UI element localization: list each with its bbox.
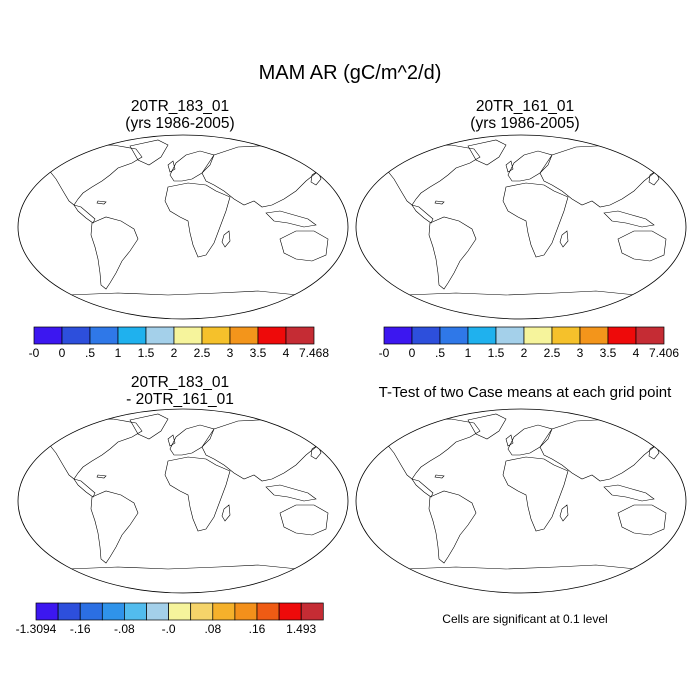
colorbar-box bbox=[234, 602, 258, 621]
panel2-map bbox=[355, 134, 687, 320]
colorbar-tick-label: 1.493 bbox=[286, 622, 316, 636]
colorbar-tick-label: 7.406 bbox=[649, 346, 679, 360]
colorbar-tick-label: -0 bbox=[379, 346, 390, 360]
colorbar-tick-label: 1.5 bbox=[138, 346, 155, 360]
colorbar-box bbox=[229, 326, 259, 345]
colorbar-box bbox=[257, 326, 287, 345]
colorbar-panel2: -0 0 .5 1 1.5 2 2.5 3 3.5 4 7.406 bbox=[379, 326, 679, 360]
panel3-title-line1: 20TR_183_01 bbox=[130, 374, 230, 391]
panel1-title: 20TR_183_01 (yrs 1986-2005) bbox=[20, 98, 340, 132]
colorbar-box bbox=[201, 326, 231, 345]
colorbar-box bbox=[212, 602, 236, 621]
panel4-map bbox=[355, 408, 687, 594]
colorbar-box bbox=[256, 602, 280, 621]
colorbar-tick-label: 3 bbox=[577, 346, 584, 360]
colorbar-tick-label: -0 bbox=[29, 346, 40, 360]
colorbar-box bbox=[551, 326, 581, 345]
colorbar-tick-label: 0 bbox=[59, 346, 66, 360]
colorbar-tick-label: 0 bbox=[409, 346, 416, 360]
colorbar-tick-label: -.08 bbox=[114, 622, 135, 636]
colorbar-panel1: -0 0 .5 1 1.5 2 2.5 3 3.5 4 7.468 bbox=[29, 326, 329, 360]
colorbar-tick-label: 2 bbox=[171, 346, 178, 360]
colorbar-box bbox=[579, 326, 609, 345]
colorbar-box bbox=[168, 602, 192, 621]
panel3-title-line2: - 20TR_161_01 bbox=[126, 391, 234, 408]
colorbar-panel3: -1.3094 -.16 -.08 -.0 .08 .16 1.493 bbox=[16, 602, 324, 636]
colorbar-tick-label: 7.468 bbox=[299, 346, 329, 360]
colorbar-tick-label: .5 bbox=[85, 346, 95, 360]
colorbar-tick-label: 2 bbox=[521, 346, 528, 360]
colorbar-box bbox=[33, 326, 63, 345]
colorbar-tick-label: -1.3094 bbox=[16, 622, 57, 636]
colorbar-tick-label: 1.5 bbox=[488, 346, 505, 360]
panel1-title-line1: 20TR_183_01 bbox=[130, 98, 230, 115]
colorbar-box bbox=[124, 602, 147, 621]
colorbar-tick-label: .08 bbox=[204, 622, 221, 636]
colorbar-box bbox=[57, 602, 81, 621]
colorbar-box bbox=[101, 602, 125, 621]
colorbar-box bbox=[190, 602, 214, 621]
colorbar-box bbox=[61, 326, 91, 345]
colorbar-box bbox=[523, 326, 553, 345]
significance-note: Cells are significant at 0.1 level bbox=[442, 612, 608, 626]
colorbar-tick-label: 3.5 bbox=[250, 346, 267, 360]
panel2-title-line1: 20TR_161_01 bbox=[475, 98, 575, 115]
colorbar-tick-label: 1 bbox=[465, 346, 472, 360]
colorbar-tick-label: 1 bbox=[115, 346, 122, 360]
colorbar-box bbox=[79, 602, 103, 621]
colorbar-tick-label: 4 bbox=[633, 346, 640, 360]
colorbar-box bbox=[411, 326, 441, 345]
panel3-map bbox=[17, 408, 349, 594]
colorbar-tick-label: 2.5 bbox=[194, 346, 211, 360]
colorbar-box bbox=[383, 326, 413, 345]
colorbar-box bbox=[278, 602, 302, 621]
colorbar-box bbox=[607, 326, 637, 345]
panel1-map bbox=[17, 134, 349, 320]
figure-title: MAM AR (gC/m^2/d) bbox=[258, 62, 442, 84]
colorbar-box bbox=[439, 326, 469, 345]
colorbar-box bbox=[467, 326, 497, 345]
panel4-title: T-Test of two Case means at each grid po… bbox=[378, 384, 672, 401]
colorbar-box bbox=[285, 326, 315, 345]
colorbar-box bbox=[146, 602, 169, 621]
panel2-title: 20TR_161_01 (yrs 1986-2005) bbox=[365, 98, 685, 132]
panel3-title: 20TR_183_01 - 20TR_161_01 bbox=[20, 374, 340, 408]
panel2-title-line2: (yrs 1986-2005) bbox=[470, 115, 580, 132]
colorbar-box bbox=[635, 326, 665, 345]
colorbar-tick-label: 3.5 bbox=[600, 346, 617, 360]
colorbar-box bbox=[89, 326, 119, 345]
colorbar-tick-label: 3 bbox=[227, 346, 234, 360]
colorbar-tick-label: -.0 bbox=[162, 622, 176, 636]
colorbar-tick-label: -.16 bbox=[70, 622, 91, 636]
colorbar-box bbox=[300, 602, 324, 621]
panel1-title-line2: (yrs 1986-2005) bbox=[125, 115, 235, 132]
colorbar-tick-label: 4 bbox=[283, 346, 290, 360]
colorbar-tick-label: .16 bbox=[249, 622, 266, 636]
colorbar-box bbox=[495, 326, 525, 345]
colorbar-tick-label: .5 bbox=[435, 346, 445, 360]
colorbar-box bbox=[35, 602, 59, 621]
colorbar-box bbox=[173, 326, 203, 345]
colorbar-box bbox=[117, 326, 147, 345]
colorbar-tick-label: 2.5 bbox=[544, 346, 561, 360]
colorbar-box bbox=[145, 326, 175, 345]
